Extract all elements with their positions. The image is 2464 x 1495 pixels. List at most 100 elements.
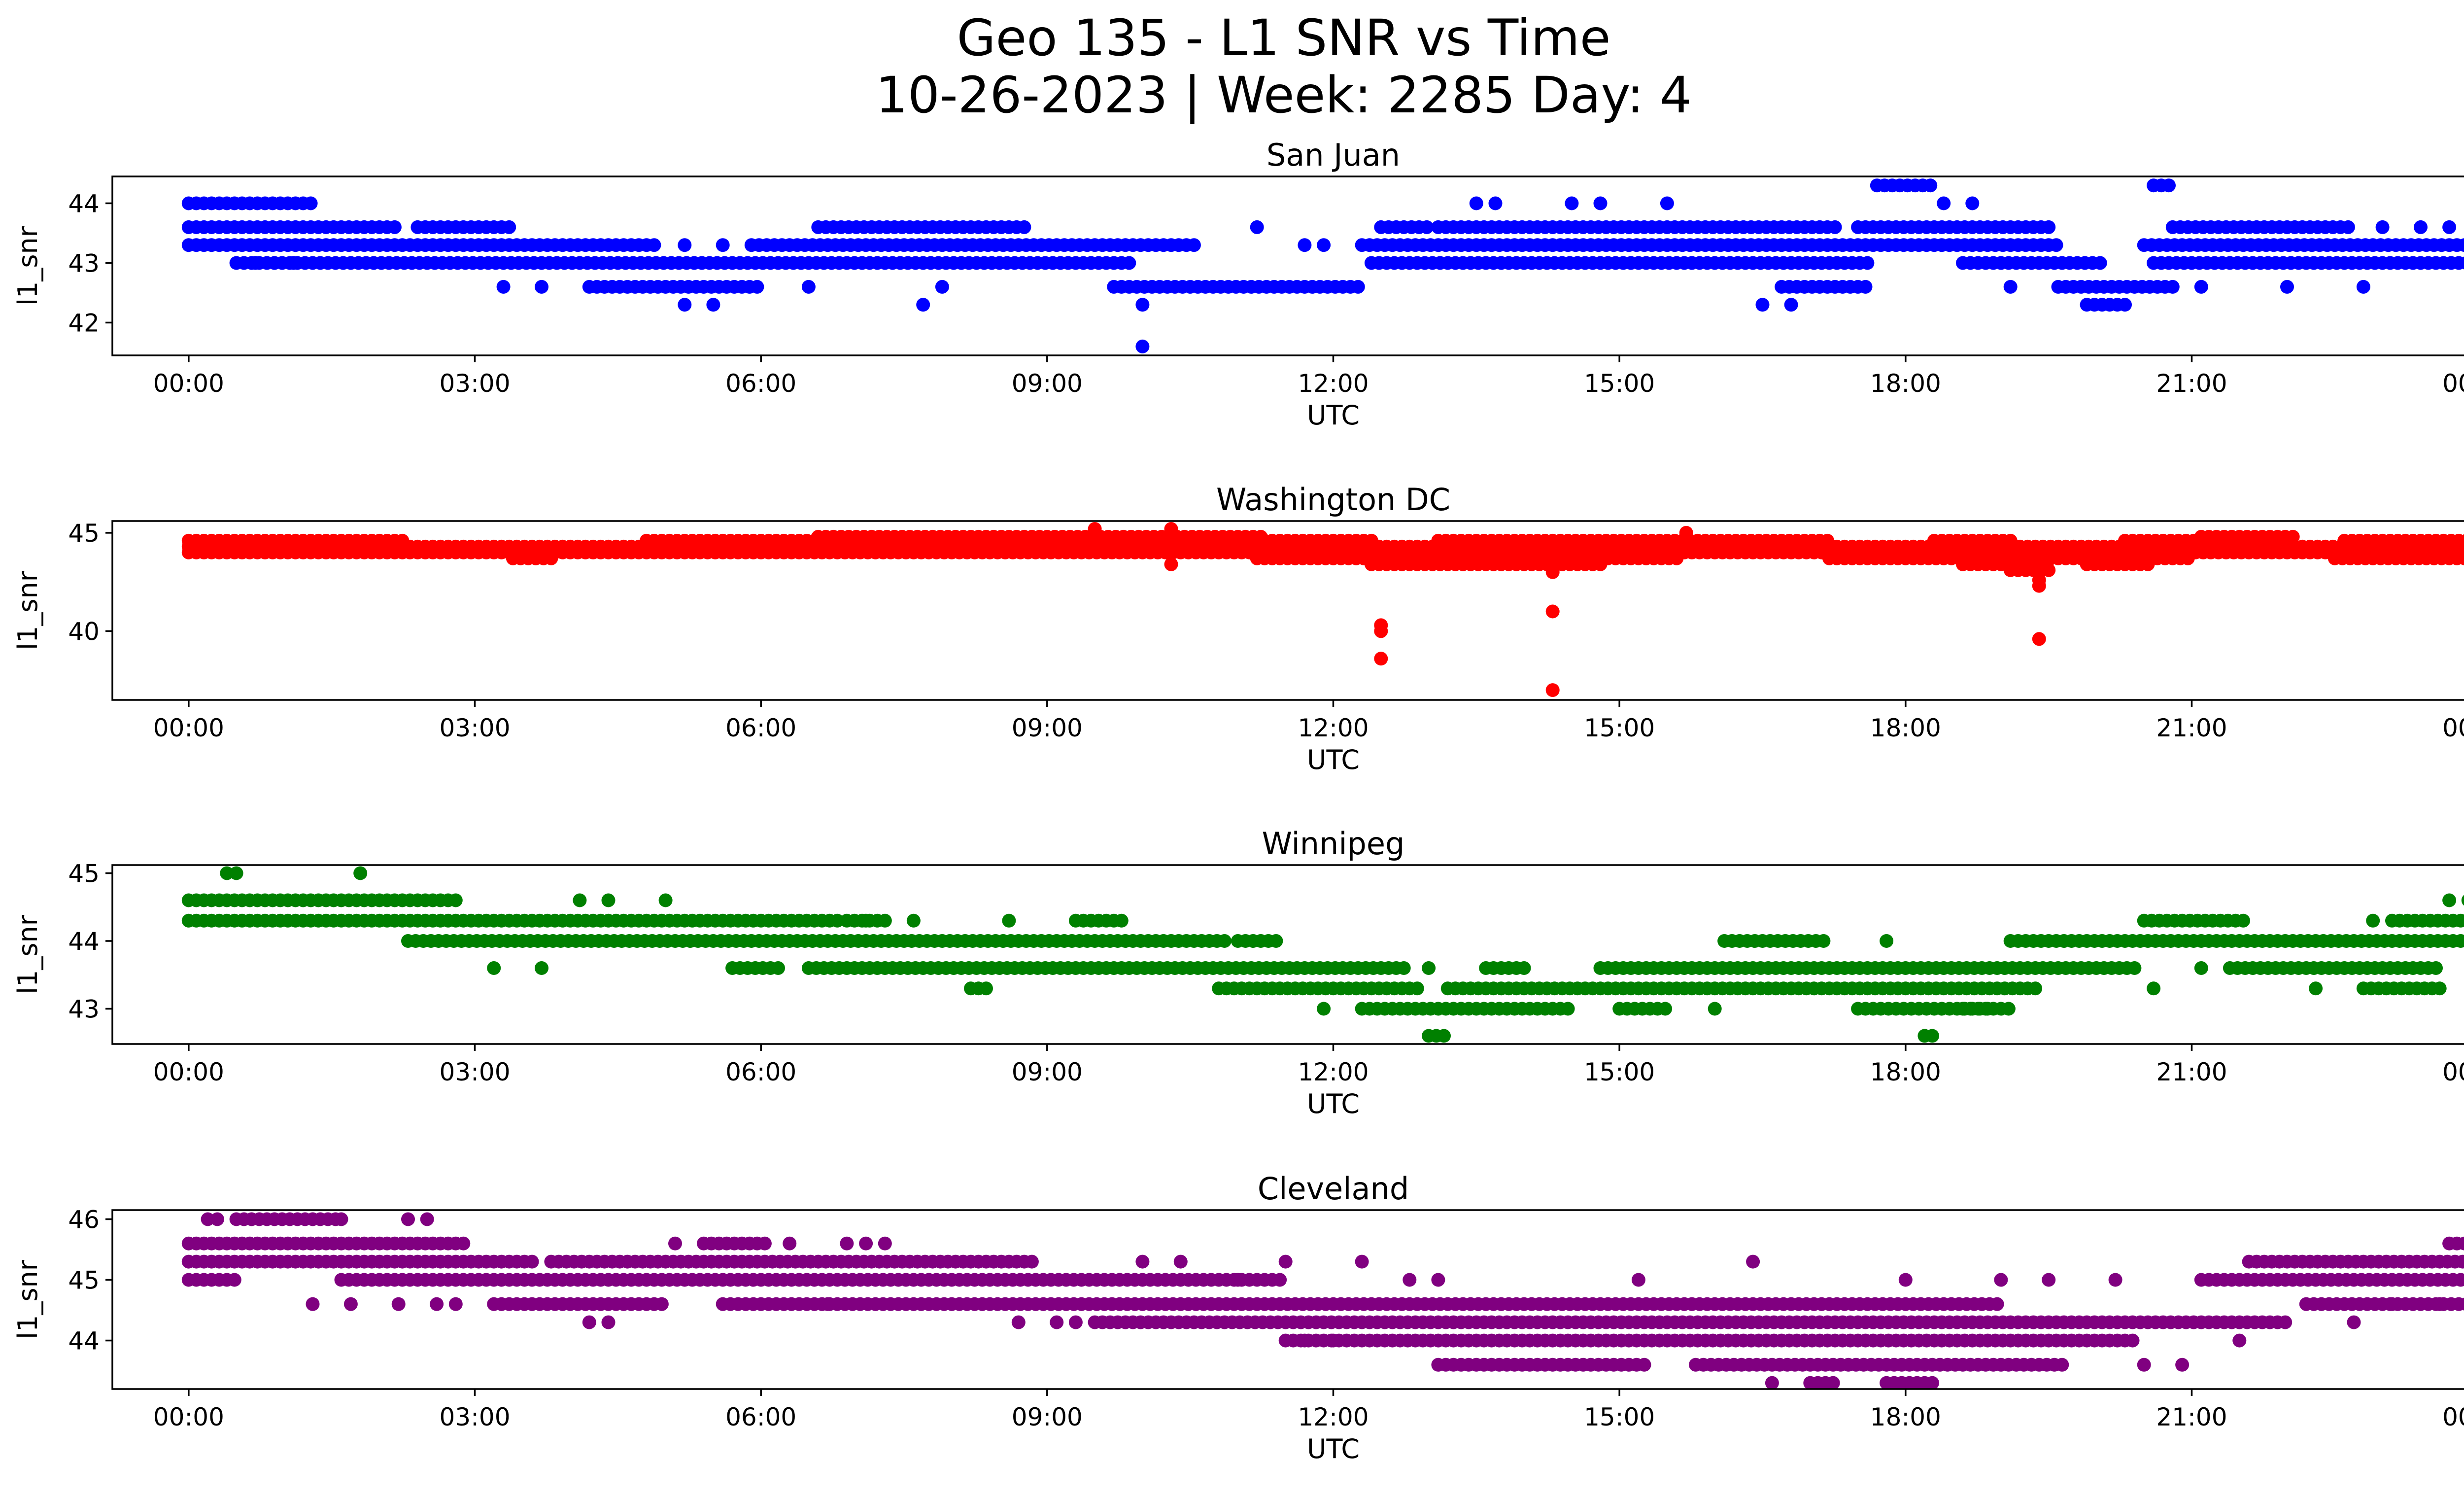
x-tick-label: 15:00 (1584, 1058, 1655, 1086)
data-point (1488, 196, 1503, 210)
data-point (1217, 934, 1232, 948)
data-point (1660, 196, 1674, 210)
data-point (1917, 1029, 1932, 1043)
data-point (304, 196, 318, 210)
data-point (1122, 256, 1136, 270)
data-point (2429, 961, 2443, 975)
subplot-title: Cleveland (1258, 1171, 1409, 1207)
data-point (2118, 298, 2132, 312)
data-points-winnipeg (181, 866, 2464, 1043)
x-axis-label: UTC (1307, 400, 1360, 431)
data-points-san-juan (181, 178, 2464, 353)
data-point (2278, 1315, 2293, 1329)
data-point (878, 913, 892, 928)
x-tick-label: 21:00 (2156, 1403, 2227, 1431)
y-tick-label: 45 (68, 1266, 100, 1295)
data-point (1269, 934, 1283, 948)
data-point (1025, 1254, 1039, 1269)
data-point (2232, 1333, 2247, 1348)
subplot-winnipeg: Winnipeg 00:00 03:00 06:00 09:00 12:00 15:00 18… (12, 826, 2464, 1119)
data-point (1317, 238, 1331, 252)
data-point (1670, 551, 1684, 565)
data-point (601, 1315, 616, 1329)
data-point (2286, 529, 2300, 544)
data-point (1469, 196, 1483, 210)
data-point (1545, 565, 1560, 579)
data-point (1278, 1254, 1293, 1269)
data-point (716, 238, 730, 252)
data-point (2236, 913, 2250, 928)
data-point (544, 551, 558, 565)
data-point (1017, 220, 1031, 234)
data-point (268, 256, 281, 270)
subplot-title: Winnipeg (1262, 826, 1405, 862)
x-tick-label: 00:00 (2442, 714, 2464, 742)
data-point (1658, 1002, 1673, 1016)
data-point (2456, 1254, 2464, 1269)
data-point (2454, 1273, 2464, 1287)
data-point (2432, 1297, 2447, 1311)
data-point (2280, 279, 2294, 294)
y-tick-label: 43 (68, 995, 100, 1024)
data-point (757, 1236, 772, 1251)
data-point (1765, 1376, 1779, 1389)
x-tick-label: 21:00 (2156, 369, 2227, 398)
data-point (2309, 981, 2323, 996)
x-tick-label: 00:00 (2442, 1058, 2464, 1086)
data-point (2093, 256, 2107, 270)
data-point (1135, 1254, 1150, 1269)
x-axis-label: UTC (1307, 744, 1360, 775)
data-point (1422, 961, 1436, 975)
data-point (859, 913, 873, 928)
x-tick-label: 06:00 (725, 1058, 796, 1086)
data-point (1164, 557, 1178, 571)
data-point (2458, 1236, 2464, 1251)
data-point (2454, 913, 2464, 928)
x-tick-label: 03:00 (439, 1403, 510, 1431)
data-point (1784, 298, 1798, 312)
data-point (1298, 1333, 1312, 1348)
x-tick-label: 15:00 (1584, 369, 1655, 398)
data-point (1880, 934, 1894, 948)
data-point (1828, 220, 1842, 234)
data-point (1561, 1002, 1575, 1016)
data-point (654, 1297, 669, 1311)
data-point (1374, 652, 1388, 666)
data-point (2042, 220, 2056, 234)
subplot-cleveland: Cleveland 00:00 03:00 06:00 09:00 12:00 15:00 1… (12, 1171, 2464, 1464)
x-tick-label: 00:00 (153, 369, 224, 398)
data-point (2032, 632, 2046, 646)
data-point (668, 1236, 682, 1251)
y-tick-label: 45 (68, 519, 100, 548)
y-tick-label: 44 (68, 1327, 100, 1356)
y-tick-label: 46 (68, 1205, 100, 1234)
data-point (840, 1236, 854, 1251)
data-point (1231, 1273, 1245, 1287)
data-point (2461, 895, 2464, 906)
x-tick-label: 15:00 (1584, 714, 1655, 742)
data-point (1002, 913, 1016, 928)
data-point (1545, 604, 1560, 619)
data-point (2461, 936, 2464, 946)
data-point (229, 866, 243, 880)
data-point (1860, 256, 1875, 270)
data-point (286, 256, 301, 270)
x-tick-label: 00:00 (153, 714, 224, 742)
data-point (535, 279, 548, 294)
data-point (334, 1212, 348, 1226)
y-tick-label: 40 (68, 617, 100, 646)
data-point (2414, 220, 2428, 234)
data-point (227, 1273, 241, 1287)
data-point (1631, 1273, 1645, 1287)
data-point (353, 866, 368, 880)
y-axis-label: l1_snr (12, 570, 43, 650)
data-point (502, 220, 516, 234)
data-point (1437, 1029, 1451, 1043)
data-point (2442, 220, 2457, 234)
data-point (647, 238, 661, 252)
x-tick-label: 09:00 (1012, 714, 1083, 742)
data-point (1826, 1376, 1840, 1389)
x-tick-label: 12:00 (1298, 369, 1369, 398)
x-axis-label: UTC (1307, 1433, 1360, 1464)
x-tick-label: 18:00 (1870, 1403, 1941, 1431)
